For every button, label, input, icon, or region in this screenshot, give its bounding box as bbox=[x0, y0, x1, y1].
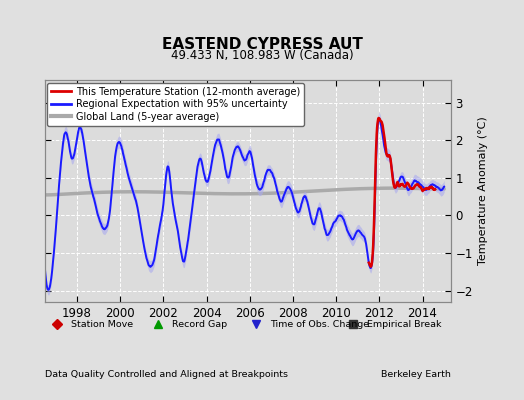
Legend: This Temperature Station (12-month average), Regional Expectation with 95% uncer: This Temperature Station (12-month avera… bbox=[48, 83, 304, 126]
Text: Data Quality Controlled and Aligned at Breakpoints: Data Quality Controlled and Aligned at B… bbox=[45, 370, 288, 379]
Text: Station Move: Station Move bbox=[71, 320, 133, 329]
Text: Record Gap: Record Gap bbox=[172, 320, 227, 329]
Y-axis label: Temperature Anomaly (°C): Temperature Anomaly (°C) bbox=[478, 117, 488, 265]
Text: 49.433 N, 108.983 W (Canada): 49.433 N, 108.983 W (Canada) bbox=[171, 49, 353, 62]
Text: Time of Obs. Change: Time of Obs. Change bbox=[270, 320, 369, 329]
Text: EASTEND CYPRESS AUT: EASTEND CYPRESS AUT bbox=[161, 37, 363, 52]
Text: Berkeley Earth: Berkeley Earth bbox=[381, 370, 451, 379]
Text: Empirical Break: Empirical Break bbox=[367, 320, 442, 329]
